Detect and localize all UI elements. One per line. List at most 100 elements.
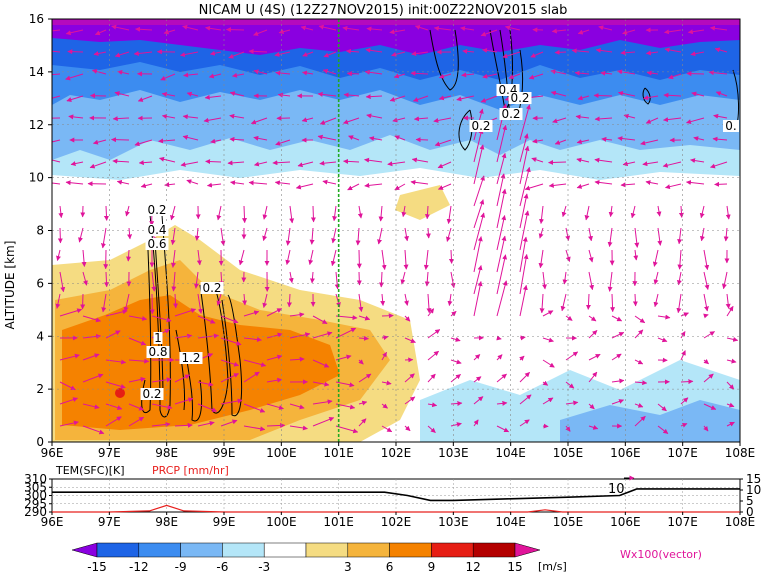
wind-vector <box>504 25 521 31</box>
contour-label: 0.2 <box>510 91 529 105</box>
wind-vector <box>137 95 153 102</box>
contour-label: 1.2 <box>181 351 200 365</box>
wind-vector <box>334 271 340 290</box>
wind-vector <box>128 337 147 346</box>
wind-vector <box>56 249 61 261</box>
wind-vector <box>209 50 222 56</box>
wind-vector <box>519 145 530 185</box>
wind-vector <box>690 51 705 57</box>
wind-vector <box>496 124 508 163</box>
wind-vector <box>105 403 123 410</box>
wind-vector <box>180 161 199 167</box>
wind-vector <box>607 227 613 248</box>
wind-vector <box>575 114 590 120</box>
y-tick-label: 6 <box>36 276 44 290</box>
colorbar-tick-label: 15 <box>507 560 522 574</box>
contour-label: 0. <box>725 119 736 133</box>
wind-vector <box>128 416 145 427</box>
wind-vector <box>59 353 80 361</box>
wind-vector <box>588 315 597 322</box>
wind-vector <box>197 293 203 314</box>
wind-vector <box>317 134 337 141</box>
wind-vector <box>496 188 507 229</box>
colorbar-tick-label: -15 <box>87 560 107 574</box>
wind-vector <box>173 293 179 309</box>
wind-vector <box>70 161 84 167</box>
wind-vector <box>312 381 330 387</box>
surface-panel: TEM(SFC)[K] PRCP [mm/hr] 10 310305300295… <box>24 464 761 529</box>
wind-vector <box>576 183 590 189</box>
wind-vector <box>473 236 483 273</box>
wind-vector <box>560 293 567 312</box>
wind-vector <box>577 29 590 35</box>
wind-vector <box>140 183 153 189</box>
wind-vector <box>496 173 506 207</box>
wind-vector <box>519 236 528 273</box>
wind-vector <box>228 51 245 59</box>
wind-vector <box>686 71 705 77</box>
wind-vector <box>601 136 613 142</box>
wind-vector <box>89 161 107 169</box>
wind-vector <box>565 315 573 321</box>
wind-vector <box>693 136 705 142</box>
wind-vector <box>427 425 436 433</box>
wind-vector <box>302 51 314 57</box>
wind-vector <box>59 397 79 405</box>
wind-vector <box>542 359 555 368</box>
wind-vector <box>160 73 176 81</box>
wind-vector <box>335 381 355 388</box>
wind-vector <box>262 293 268 309</box>
wind-vector <box>726 381 735 390</box>
wind-vector <box>433 25 452 31</box>
colorbar-tick-label: -6 <box>216 560 228 574</box>
surface-x-tick-label: 99E <box>213 515 236 529</box>
wind-vector <box>584 205 590 221</box>
surface-left-tick-label: 290 <box>24 505 47 519</box>
wind-vector <box>663 117 682 123</box>
prcp-line <box>52 504 740 513</box>
surface-x-tick-label: 101E <box>323 515 354 529</box>
wind-vector <box>691 91 705 97</box>
wind-vector <box>345 48 360 54</box>
wind-vector <box>703 425 709 432</box>
wind-vector <box>134 26 153 32</box>
wind-vector <box>709 25 728 31</box>
wind-vector <box>664 47 682 53</box>
wind-vector <box>197 315 216 324</box>
wind-vector <box>588 249 594 263</box>
wind-vector <box>690 158 705 164</box>
wind-vector <box>685 117 705 125</box>
wind-vector <box>633 249 639 261</box>
wind-vector <box>562 271 568 285</box>
wind-vector <box>52 157 61 163</box>
wind-vector <box>450 400 463 406</box>
wind-vector <box>266 403 284 410</box>
wind-vector <box>703 331 715 339</box>
wind-vector <box>496 254 508 295</box>
wind-vector <box>65 73 84 81</box>
wind-vector <box>611 353 622 361</box>
wind-vector <box>55 293 61 309</box>
wind-vector <box>447 293 453 307</box>
wind-vector <box>391 51 406 57</box>
wind-vector <box>309 271 315 284</box>
wind-vector <box>710 161 728 169</box>
wind-vector <box>357 205 363 219</box>
surface-x-tick-label: 103E <box>438 515 469 529</box>
wind-vector <box>364 182 383 188</box>
wind-vector <box>530 51 544 58</box>
x-tick-label: 104E <box>495 446 526 460</box>
surface-x-tick-label: 104E <box>495 515 526 529</box>
wind-vector <box>52 29 61 32</box>
wind-vector <box>227 160 245 166</box>
wind-vector <box>404 315 411 322</box>
x-tick-label: 102E <box>381 446 412 460</box>
wind-vector <box>128 315 148 321</box>
wind-vector <box>248 180 268 186</box>
main-y-ticks: 0 2 4 6 8 10 12 14 16 <box>29 12 52 449</box>
wind-vector <box>289 332 311 339</box>
colorbar-low-triangle <box>71 542 98 558</box>
wind-vector <box>620 50 636 56</box>
colorbar: -15 -12 -9 -6 -3 3 6 9 12 15 <box>71 542 541 574</box>
surface-x-tick-label: 106E <box>610 515 641 529</box>
